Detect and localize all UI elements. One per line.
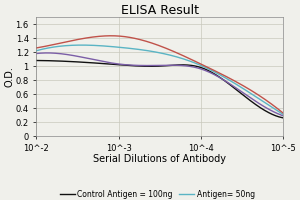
Antigen= 50ng	[243, 89, 247, 91]
Line: Control Antigen = 100ng: Control Antigen = 100ng	[36, 61, 283, 118]
Control Antigen = 100ng	[185, 64, 189, 66]
Line: Antigen= 50ng: Antigen= 50ng	[36, 45, 283, 114]
Y-axis label: O.D.: O.D.	[4, 66, 14, 87]
Antigen= 100ng	[259, 95, 262, 98]
Antigen= 50ng	[182, 58, 186, 60]
Antigen= 100ng	[34, 47, 38, 49]
Antigen= 10ng	[45, 52, 49, 54]
Antigen= 50ng	[186, 59, 190, 62]
Antigen= 50ng	[182, 58, 185, 60]
Control Antigen = 100ng	[258, 106, 262, 109]
Antigen= 10ng	[243, 93, 247, 95]
Antigen= 50ng	[281, 113, 285, 116]
Antigen= 100ng	[35, 47, 39, 49]
Title: ELISA Result: ELISA Result	[121, 4, 199, 17]
X-axis label: Serial Dilutions of Antibody: Serial Dilutions of Antibody	[93, 154, 226, 164]
Antigen= 100ng	[182, 55, 185, 57]
Antigen= 100ng	[186, 57, 190, 59]
Control Antigen = 100ng	[281, 117, 285, 119]
Antigen= 10ng	[34, 52, 38, 55]
Control Antigen = 100ng	[34, 59, 38, 62]
Antigen= 100ng	[182, 55, 186, 57]
Antigen= 10ng	[182, 64, 186, 67]
Antigen= 50ng	[34, 50, 38, 52]
Control Antigen = 100ng	[182, 64, 185, 66]
Antigen= 100ng	[243, 86, 247, 88]
Antigen= 50ng	[35, 49, 39, 52]
Antigen= 10ng	[281, 115, 285, 117]
Control Antigen = 100ng	[181, 64, 184, 66]
Antigen= 10ng	[182, 64, 185, 67]
Legend: Control Antigen = 100ng, Antigen= 10ng, Antigen= 50ng, Antigen= 100ng: Control Antigen = 100ng, Antigen= 10ng, …	[60, 190, 260, 200]
Antigen= 10ng	[259, 103, 262, 106]
Control Antigen = 100ng	[242, 95, 246, 97]
Antigen= 50ng	[80, 44, 84, 46]
Line: Antigen= 100ng: Antigen= 100ng	[36, 36, 283, 113]
Antigen= 50ng	[259, 99, 262, 101]
Antigen= 100ng	[281, 112, 285, 114]
Antigen= 100ng	[109, 35, 112, 37]
Line: Antigen= 10ng: Antigen= 10ng	[36, 53, 283, 116]
Control Antigen = 100ng	[35, 59, 39, 62]
Antigen= 10ng	[186, 65, 190, 67]
Antigen= 10ng	[35, 52, 39, 55]
